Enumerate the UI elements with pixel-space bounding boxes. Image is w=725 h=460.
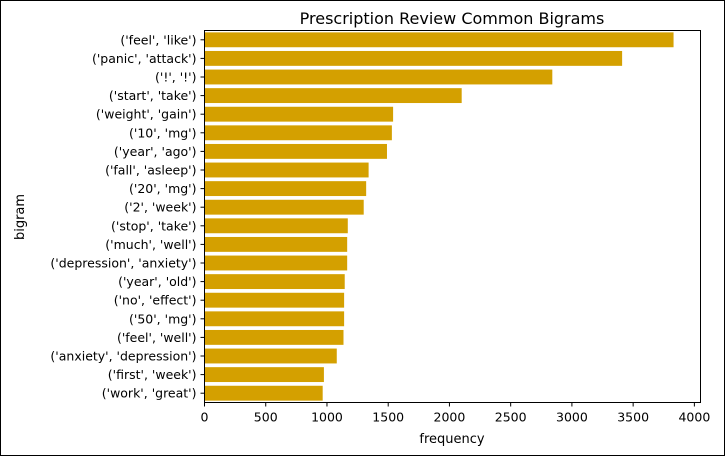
bar-7 xyxy=(204,162,369,178)
bar-16 xyxy=(204,329,344,345)
bar-15 xyxy=(204,311,345,327)
x-tick-label-0: 0 xyxy=(201,410,209,425)
y-tick-label-15: ('50', 'mg') xyxy=(129,311,196,326)
y-tick-label-12: ('depression', 'anxiety') xyxy=(50,256,196,271)
bar-13 xyxy=(204,274,345,290)
x-tick-label-8: 4000 xyxy=(678,410,710,425)
bar-10 xyxy=(204,218,348,234)
y-tick-label-7: ('fall', 'asleep') xyxy=(105,163,196,178)
bar-1 xyxy=(204,50,623,66)
bar-4 xyxy=(204,106,394,122)
x-tick-label-3: 1500 xyxy=(372,410,404,425)
y-tick-label-10: ('stop', 'take') xyxy=(111,218,197,233)
y-tick-label-3: ('start', 'take') xyxy=(109,88,197,103)
bar-2 xyxy=(204,69,553,85)
chart-title: Prescription Review Common Bigrams xyxy=(300,9,605,28)
bar-3 xyxy=(204,88,462,104)
x-tick-label-1: 500 xyxy=(254,410,278,425)
x-axis-label: frequency xyxy=(419,432,485,447)
y-tick-label-2: ('!', '!') xyxy=(155,70,196,85)
bar-12 xyxy=(204,255,348,271)
y-tick-label-13: ('year', 'old') xyxy=(118,274,196,289)
x-ticks-group: 0 500 1000 1500 2000 2500 3000 3500 4000 xyxy=(201,402,710,425)
bars-group xyxy=(204,32,674,401)
x-tick-label-2: 1000 xyxy=(311,410,343,425)
y-tick-label-19: ('work', 'great') xyxy=(102,386,197,401)
y-axis-label: bigram xyxy=(13,194,28,240)
y-tick-label-11: ('much', 'well') xyxy=(105,237,196,252)
y-tick-label-14: ('no', 'effect') xyxy=(114,293,197,308)
y-tick-label-8: ('20', 'mg') xyxy=(129,181,196,196)
x-tick-label-6: 3000 xyxy=(556,410,588,425)
bar-17 xyxy=(204,348,337,364)
y-tick-label-18: ('first', 'week') xyxy=(108,367,197,382)
y-tick-label-16: ('feel', 'well') xyxy=(117,330,197,345)
bar-19 xyxy=(204,385,323,401)
bar-5 xyxy=(204,125,392,141)
y-tick-label-5: ('10', 'mg') xyxy=(129,125,196,140)
x-tick-label-7: 3500 xyxy=(617,410,649,425)
y-tick-label-0: ('feel', 'like') xyxy=(120,32,196,47)
bar-11 xyxy=(204,236,348,252)
x-tick-label-5: 2500 xyxy=(495,410,527,425)
y-tick-label-1: ('panic', 'attack') xyxy=(92,51,197,66)
y-tick-label-9: ('2', 'week') xyxy=(124,200,196,215)
plot-area-frame xyxy=(204,30,701,403)
y-ticks-group: ('feel', 'like') ('panic', 'attack') ('!',… xyxy=(50,32,205,401)
bar-14 xyxy=(204,292,345,308)
bar-8 xyxy=(204,181,367,197)
bar-9 xyxy=(204,199,364,215)
y-tick-label-4: ('weight', 'gain') xyxy=(96,107,197,122)
bar-6 xyxy=(204,143,387,159)
bar-18 xyxy=(204,367,324,383)
y-tick-label-6: ('year', 'ago') xyxy=(114,144,197,159)
bar-0 xyxy=(204,32,674,48)
x-tick-label-4: 2000 xyxy=(434,410,466,425)
y-tick-label-17: ('anxiety', 'depression') xyxy=(50,349,196,364)
